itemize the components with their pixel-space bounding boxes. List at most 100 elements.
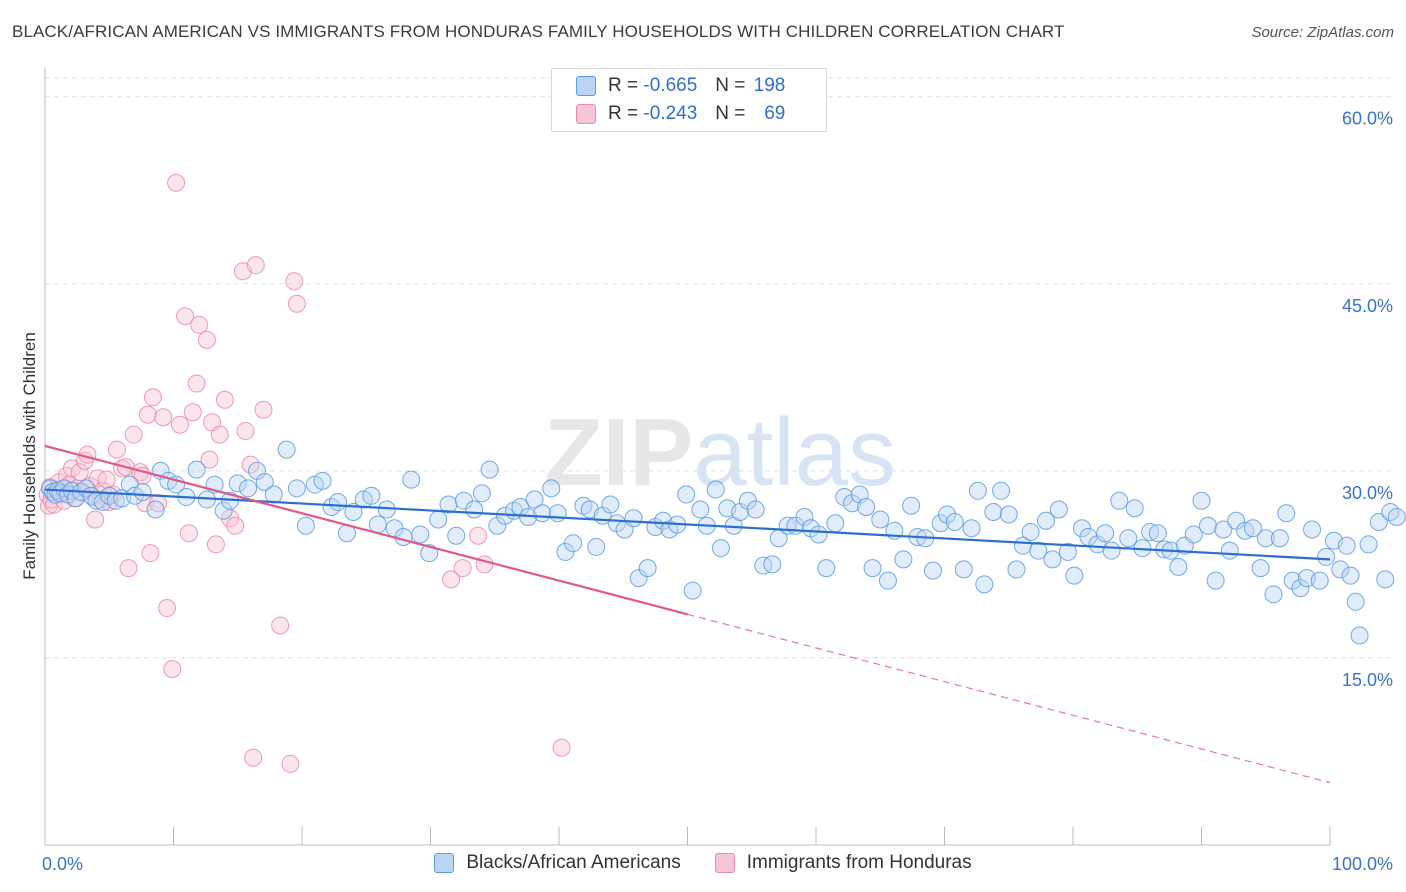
data-point-black: [795, 507, 814, 526]
data-point-black: [923, 561, 942, 580]
data-point-black: [1141, 522, 1160, 541]
data-point-black: [624, 509, 643, 528]
legend-n-value: 198: [753, 75, 786, 96]
axis-labels: 15.0% 30.0% 45.0% 60.0% 0.0% 100.0% Family Hou…: [20, 109, 1393, 874]
data-point-honduras: [236, 421, 255, 440]
data-point-black: [533, 504, 552, 523]
data-point-black: [146, 500, 165, 519]
data-point-black: [228, 474, 247, 493]
data-point-black: [999, 505, 1018, 524]
data-point-black: [1102, 541, 1121, 560]
data-point-black: [1021, 522, 1040, 541]
data-point-black: [1192, 491, 1211, 510]
legend-row-black: R = -0.665 N = 198: [576, 74, 785, 98]
data-point-honduras: [210, 425, 229, 444]
data-point-black: [754, 556, 773, 575]
data-point-black: [287, 479, 306, 498]
data-point-honduras: [154, 408, 173, 427]
data-point-black: [826, 514, 845, 533]
data-point-black: [1007, 560, 1026, 579]
legend-item-honduras[interactable]: Immigrants from Honduras: [714, 852, 972, 874]
chart-title: BLACK/AFRICAN AMERICAN VS IMMIGRANTS FRO…: [12, 22, 1065, 41]
data-point-black: [968, 481, 987, 500]
legend-n-value: 69: [764, 103, 786, 124]
data-point-honduras: [119, 559, 138, 578]
data-point-black: [472, 484, 491, 503]
data-point-black: [1251, 559, 1270, 578]
data-point-honduras: [143, 388, 162, 407]
data-point-honduras: [271, 616, 290, 635]
correlation-legend: R = -0.665 N = 198 R = -0.243 N = 69: [551, 68, 827, 132]
legend-swatch-pink: [576, 104, 596, 124]
data-point-honduras: [170, 415, 189, 434]
data-point-honduras: [287, 294, 306, 313]
legend-n-label: N =: [715, 103, 746, 124]
data-point-black: [264, 485, 283, 504]
legend-r-label: R =: [608, 75, 639, 96]
legend-r-label: R =: [608, 103, 639, 124]
data-point-black: [255, 473, 274, 492]
data-point-honduras: [167, 173, 186, 192]
data-point-black: [1206, 571, 1225, 590]
data-point-honduras: [254, 400, 273, 419]
legend-r-value: -0.665: [643, 75, 698, 96]
data-point-honduras: [183, 403, 202, 422]
data-point-honduras: [215, 390, 234, 409]
data-point-honduras: [70, 463, 89, 482]
data-point-black: [439, 495, 458, 514]
data-point-honduras: [97, 470, 116, 489]
data-point-black: [1283, 571, 1302, 590]
data-point-black: [362, 486, 381, 505]
y-tick-label: 30.0%: [1342, 483, 1393, 503]
data-point-black: [1243, 519, 1262, 538]
data-point-black: [1387, 507, 1406, 526]
y-tick-label: 45.0%: [1342, 296, 1393, 316]
data-point-honduras: [187, 374, 206, 393]
legend-row-honduras: R = -0.243 N = 69: [576, 102, 785, 126]
data-point-black: [133, 483, 152, 502]
legend-n-label: N =: [715, 75, 746, 96]
data-point-black: [1341, 566, 1360, 585]
data-point-black: [638, 559, 657, 578]
data-point-honduras: [86, 510, 105, 529]
data-point-black: [863, 559, 882, 578]
data-point-black: [1376, 570, 1395, 589]
y-tick-label: 15.0%: [1342, 670, 1393, 690]
data-point-black: [1350, 626, 1369, 645]
data-point-honduras: [138, 405, 157, 424]
data-point-black: [945, 512, 964, 531]
series-legend: Blacks/African Americans Immigrants from…: [0, 852, 1406, 874]
data-point-black: [1049, 500, 1068, 519]
data-point-black: [871, 510, 890, 529]
data-point-honduras: [285, 272, 304, 291]
data-point-black: [601, 495, 620, 514]
data-point-honduras: [453, 559, 472, 578]
data-point-black: [629, 569, 648, 588]
data-point-black: [344, 503, 363, 522]
data-point-black: [1220, 541, 1239, 560]
data-point-black: [857, 498, 876, 517]
data-point-honduras: [107, 440, 126, 459]
data-point-black: [677, 485, 696, 504]
data-point-black: [984, 503, 1003, 522]
legend-item-black[interactable]: Blacks/African Americans: [434, 852, 681, 874]
data-point-black: [938, 505, 957, 524]
data-point-black: [1256, 529, 1275, 548]
data-point-black: [447, 526, 466, 545]
data-point-black: [1337, 536, 1356, 555]
data-point-black: [954, 560, 973, 579]
data-point-black: [1369, 512, 1388, 531]
data-point-black: [975, 575, 994, 594]
data-point-black: [488, 516, 507, 535]
data-point-black: [1119, 529, 1138, 548]
data-point-black: [1303, 520, 1322, 539]
legend-swatch-blue: [576, 76, 596, 96]
data-point-honduras: [281, 754, 300, 773]
axes: [44, 68, 1331, 846]
data-point-honduras: [179, 524, 198, 543]
data-point-black: [992, 481, 1011, 500]
data-point-honduras: [244, 748, 263, 767]
data-point-black: [809, 525, 828, 544]
data-point-black: [1214, 520, 1233, 539]
